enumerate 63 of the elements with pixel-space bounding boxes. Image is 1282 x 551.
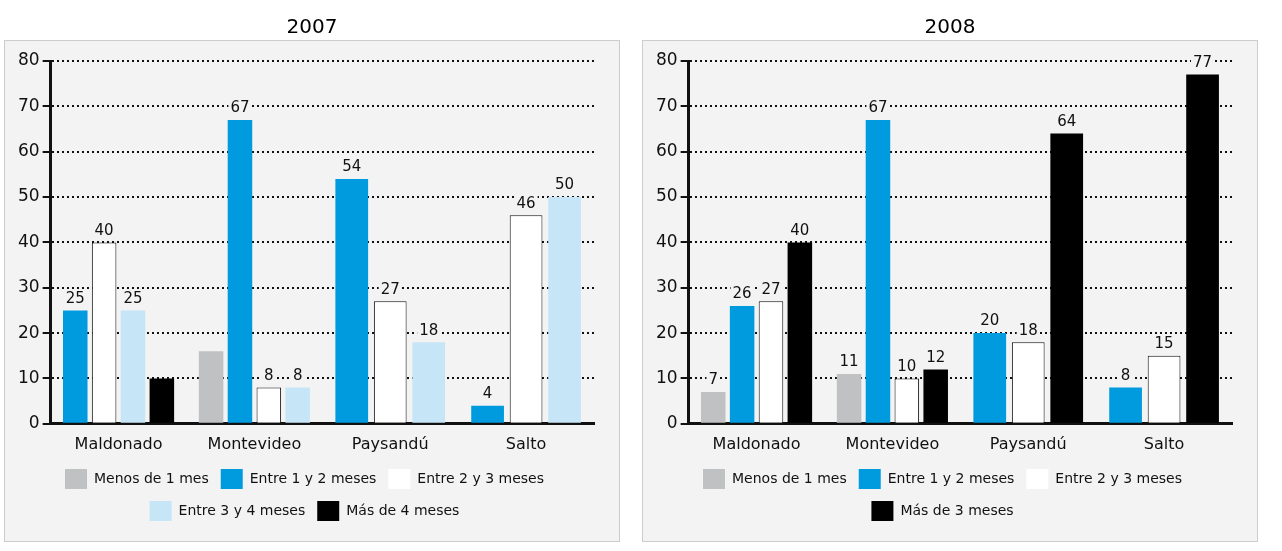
legend-label: Entre 2 y 3 meses bbox=[417, 469, 544, 486]
data-label: 50 bbox=[555, 175, 575, 194]
x-tick-label: Salto bbox=[505, 433, 547, 453]
chart-title: 2007 bbox=[285, 13, 339, 40]
data-label: 26 bbox=[732, 284, 752, 303]
y-tick-label: 30 bbox=[655, 276, 678, 297]
data-label: 12 bbox=[926, 347, 946, 366]
y-tick-label: 10 bbox=[17, 366, 40, 387]
legend-label: Entre 3 y 4 meses bbox=[178, 501, 306, 518]
x-tick-label: Paysandú bbox=[989, 433, 1067, 453]
legend-label: Menos de 1 mes bbox=[94, 469, 209, 486]
y-tick-label: 80 bbox=[655, 49, 678, 70]
y-tick-label: 80 bbox=[17, 49, 40, 70]
data-label: 18 bbox=[1018, 320, 1038, 339]
chart-title: 2008 bbox=[923, 13, 977, 40]
y-tick-label: 40 bbox=[655, 230, 678, 251]
data-label: 25 bbox=[65, 288, 85, 307]
legend-label: Entre 1 y 2 meses bbox=[249, 469, 377, 486]
data-label: 40 bbox=[94, 220, 114, 239]
y-tick-label: 70 bbox=[655, 94, 678, 115]
y-tick-label: 60 bbox=[655, 140, 678, 161]
y-tick-label: 10 bbox=[655, 366, 678, 387]
y-tick-label: 60 bbox=[17, 140, 40, 161]
data-label: 15 bbox=[1154, 334, 1174, 353]
data-label: 18 bbox=[419, 320, 439, 339]
data-label: 8 bbox=[264, 365, 274, 384]
x-tick-label: Salto bbox=[1143, 433, 1185, 453]
data-label: 7 bbox=[708, 370, 719, 389]
x-tick-label: Maldonado bbox=[712, 433, 801, 453]
data-label: 25 bbox=[123, 288, 143, 307]
legend-label: Entre 1 y 2 meses bbox=[887, 469, 1015, 486]
legend-label: Menos de 1 mes bbox=[732, 469, 847, 486]
data-label: 27 bbox=[380, 279, 400, 298]
data-label: 40 bbox=[790, 220, 810, 239]
y-tick-label: 0 bbox=[666, 412, 678, 433]
data-label: 27 bbox=[761, 279, 781, 298]
data-label: 10 bbox=[897, 356, 917, 375]
data-label: 8 bbox=[1120, 365, 1131, 384]
y-tick-label: 20 bbox=[17, 321, 40, 342]
data-label: 46 bbox=[516, 193, 536, 212]
legend-label: Entre 2 y 3 meses bbox=[1055, 469, 1182, 486]
y-tick-label: 20 bbox=[655, 321, 678, 342]
x-tick-label: Paysandú bbox=[351, 433, 429, 453]
y-tick-label: 50 bbox=[655, 185, 678, 206]
data-label: 11 bbox=[839, 352, 859, 371]
data-label: 67 bbox=[868, 98, 888, 117]
y-tick-label: 0 bbox=[28, 412, 40, 433]
data-label: 64 bbox=[1057, 111, 1077, 130]
x-tick-label: Maldonado bbox=[74, 433, 163, 453]
y-tick-label: 50 bbox=[17, 185, 40, 206]
y-tick-label: 30 bbox=[17, 276, 40, 297]
x-tick-label: Montevideo bbox=[207, 433, 302, 453]
data-label: 8 bbox=[292, 365, 303, 384]
legend-label: Más de 4 meses bbox=[346, 501, 460, 518]
data-label: 54 bbox=[342, 157, 362, 176]
legend-label: Más de 3 meses bbox=[900, 501, 1014, 518]
y-tick-label: 70 bbox=[17, 94, 40, 115]
data-label: 67 bbox=[230, 98, 250, 117]
data-label: 77 bbox=[1193, 53, 1213, 71]
data-label: 20 bbox=[980, 311, 1000, 330]
x-tick-label: Montevideo bbox=[845, 433, 940, 453]
data-label: 4 bbox=[482, 384, 493, 403]
y-tick-label: 40 bbox=[17, 230, 40, 251]
